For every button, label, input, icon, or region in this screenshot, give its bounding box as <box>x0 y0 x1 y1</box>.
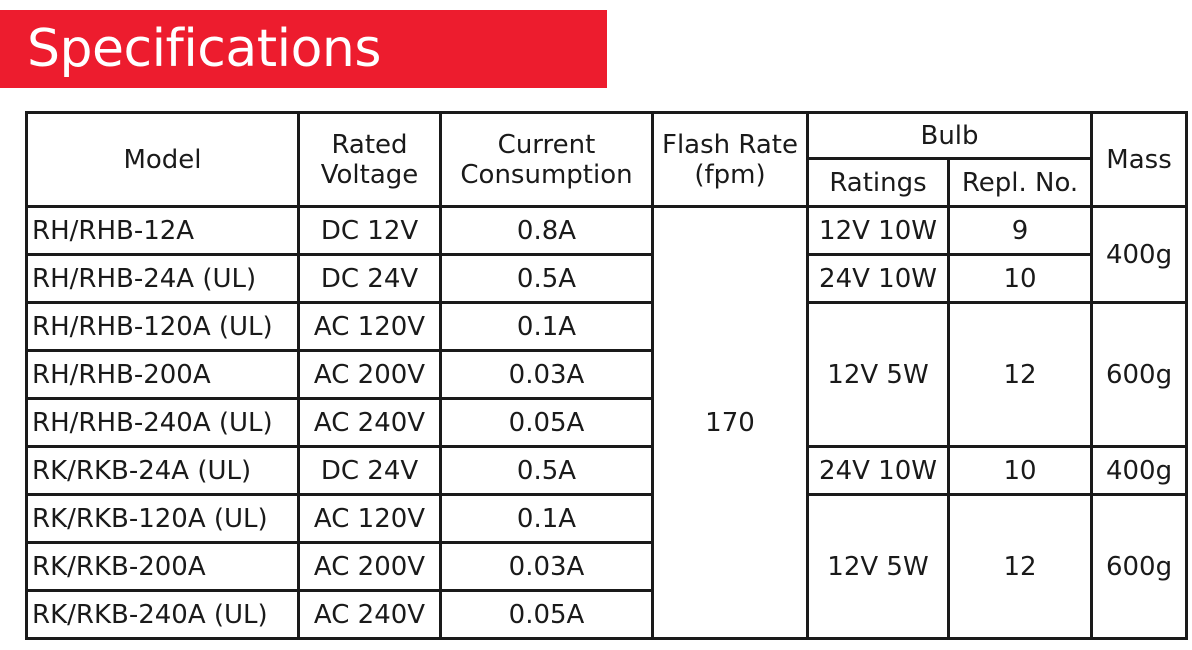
cell-bulb-ratings: 12V 5W <box>806 301 950 448</box>
header-flash-rate: Flash Rate (fpm) <box>651 111 809 208</box>
cell-voltage: AC 120V <box>297 301 442 352</box>
table-row: RK/RKB-120A (UL) AC 120V 0.1A 12V 5W 12 … <box>25 493 1189 640</box>
cell-current: 0.05A <box>439 397 654 448</box>
cell-voltage: AC 240V <box>297 589 442 640</box>
cell-mass: 600g <box>1090 301 1189 448</box>
cell-model: RH/RHB-120A (UL) <box>25 301 300 352</box>
table-row: RH/RHB-12A DC 12V 0.8A 170 12V 10W 9 400… <box>25 205 1189 640</box>
cell-voltage: AC 200V <box>297 541 442 592</box>
header-repl-no: Repl. No. <box>946 157 1094 208</box>
cell-flash-rate: 170 <box>651 205 809 640</box>
header-subrow: Ratings Repl. No. <box>27 157 1187 208</box>
cell-model: RK/RKB-200A <box>25 541 300 592</box>
header-flash-rate-line1: Flash Rate <box>661 129 799 160</box>
cell-mass: 400g <box>1090 445 1189 496</box>
table-row: RK/RKB-240A (UL) AC 240V 0.05A <box>25 589 1187 640</box>
page-title: Specifications <box>27 19 381 79</box>
table-row: RH/RHB-24A (UL) DC 24V 0.5A 24V 10W 10 <box>25 253 1187 304</box>
cell-current: 0.1A <box>439 493 654 544</box>
header-rated-voltage-line2: Voltage <box>320 159 419 190</box>
table-row: RK/RKB-200A AC 200V 0.03A <box>25 541 1187 592</box>
cell-voltage: DC 24V <box>297 253 442 304</box>
cell-bulb-repl-no: 10 <box>946 253 1094 304</box>
cell-current: 0.03A <box>439 541 654 592</box>
cell-current: 0.1A <box>439 301 654 352</box>
cell-model: RK/RKB-24A (UL) <box>25 445 300 496</box>
table-row: RK/RKB-24A (UL) DC 24V 0.5A 24V 10W 10 4… <box>25 445 1189 496</box>
cell-model: RH/RHB-200A <box>25 349 300 400</box>
header-current-consumption-line1: Current <box>497 129 596 160</box>
cell-bulb-ratings: 12V 5W <box>806 493 950 640</box>
cell-voltage: DC 12V <box>297 205 442 256</box>
cell-bulb-repl-no: 9 <box>946 205 1094 256</box>
cell-mass: 600g <box>1090 493 1189 640</box>
header-flash-rate-line2: (fpm) <box>694 159 766 190</box>
cell-current: 0.5A <box>439 253 654 304</box>
table-row: RH/RHB-200A AC 200V 0.03A <box>25 349 1187 400</box>
cell-mass: 400g <box>1090 205 1189 304</box>
cell-voltage: AC 240V <box>297 397 442 448</box>
cell-voltage: AC 120V <box>297 493 442 544</box>
header-rated-voltage-line1: Rated <box>331 129 408 160</box>
cell-model: RH/RHB-12A <box>25 205 300 256</box>
header-row: Model Rated Voltage Current Consumption … <box>25 111 1189 208</box>
header-model: Model <box>25 111 300 208</box>
header-bulb: Bulb <box>805 111 1094 160</box>
title-banner: Specifications <box>0 10 607 88</box>
cell-current: 0.5A <box>439 445 654 496</box>
cell-bulb-repl-no: 10 <box>946 445 1094 496</box>
cell-model: RH/RHB-24A (UL) <box>25 253 300 304</box>
cell-current: 0.05A <box>439 589 654 640</box>
cell-bulb-ratings: 12V 10W <box>806 205 950 256</box>
header-ratings: Ratings <box>806 157 950 208</box>
header-rated-voltage: Rated Voltage <box>297 111 442 208</box>
header-current-consumption-line2: Consumption <box>460 159 633 190</box>
header-current-consumption: Current Consumption <box>439 111 654 208</box>
header-mass: Mass <box>1090 111 1189 208</box>
cell-voltage: AC 200V <box>297 349 442 400</box>
cell-current: 0.8A <box>439 205 654 256</box>
cell-bulb-ratings: 24V 10W <box>806 253 950 304</box>
cell-bulb-ratings: 24V 10W <box>806 445 950 496</box>
specifications-table: Model Rated Voltage Current Consumption … <box>25 111 1189 640</box>
table-row: RH/RHB-120A (UL) AC 120V 0.1A 12V 5W 12 … <box>25 301 1189 448</box>
cell-current: 0.03A <box>439 349 654 400</box>
cell-model: RK/RKB-240A (UL) <box>25 589 300 640</box>
cell-bulb-repl-no: 12 <box>946 301 1094 448</box>
cell-voltage: DC 24V <box>297 445 442 496</box>
cell-model: RH/RHB-240A (UL) <box>25 397 300 448</box>
cell-model: RK/RKB-120A (UL) <box>25 493 300 544</box>
cell-bulb-repl-no: 12 <box>946 493 1094 640</box>
table-row: RH/RHB-240A (UL) AC 240V 0.05A <box>25 397 1187 448</box>
